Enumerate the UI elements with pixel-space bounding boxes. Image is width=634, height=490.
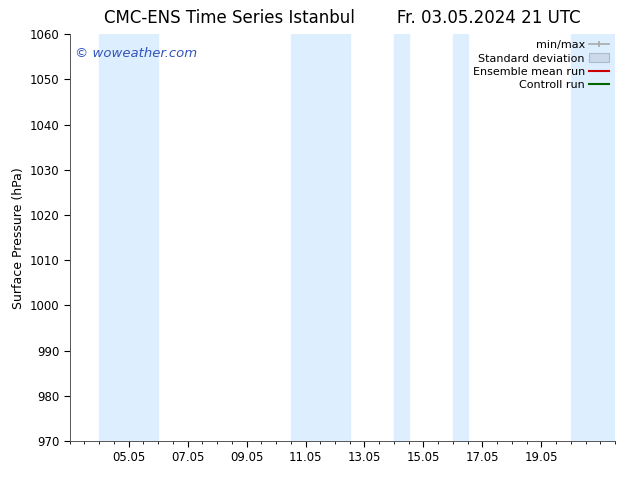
- Y-axis label: Surface Pressure (hPa): Surface Pressure (hPa): [13, 167, 25, 309]
- Bar: [99, 34, 158, 441]
- Bar: [571, 34, 630, 441]
- Text: © woweather.com: © woweather.com: [75, 47, 197, 59]
- Legend: min/max, Standard deviation, Ensemble mean run, Controll run: min/max, Standard deviation, Ensemble me…: [470, 38, 612, 92]
- Bar: [453, 34, 468, 441]
- Title: CMC-ENS Time Series Istanbul        Fr. 03.05.2024 21 UTC: CMC-ENS Time Series Istanbul Fr. 03.05.2…: [104, 9, 581, 27]
- Bar: [394, 34, 409, 441]
- Bar: [291, 34, 350, 441]
